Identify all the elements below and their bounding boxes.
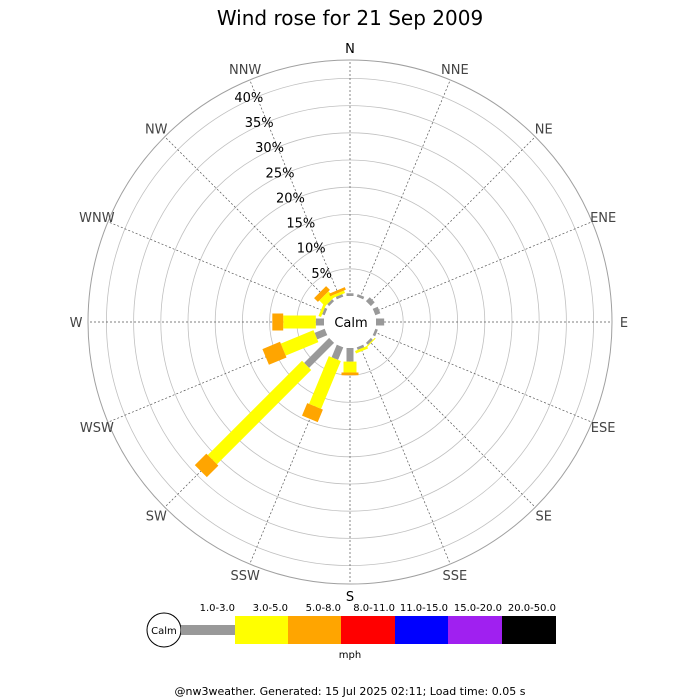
bar-nw-3.0-5.0: [319, 291, 335, 307]
bar-wsw-3.0-5.0: [280, 330, 319, 356]
grid-ring: [160, 132, 540, 512]
wind-bars: [194, 286, 385, 478]
bar-sw-3.0-5.0: [207, 360, 312, 465]
radial-tick-label: 30%: [255, 141, 284, 156]
spoke-nne: [359, 79, 451, 299]
direction-label-n: N: [345, 42, 355, 57]
legend-swatch-11.0-15.0: [395, 616, 448, 644]
spoke-ssw: [249, 345, 341, 565]
bar-nnw-5.0-8.0: [329, 287, 346, 297]
bar-sse-3.0-5.0: [354, 346, 369, 354]
spoke-ne: [368, 136, 536, 304]
calm-indicator: Calm: [324, 296, 376, 348]
direction-label-nnw: NNW: [229, 63, 261, 78]
direction-label-sse: SSE: [442, 569, 467, 584]
legend-swatch-1.0-3.0: [181, 625, 235, 635]
direction-label-ne: NE: [535, 122, 553, 137]
bar-wnw-1.0-3.0: [322, 307, 328, 316]
direction-label-nw: NW: [145, 122, 168, 137]
spoke-nw: [164, 136, 332, 304]
legend-swatch-15.0-20.0: [448, 616, 502, 644]
direction-label-ese: ESE: [591, 421, 616, 436]
grid-outer-ring: [87, 59, 613, 585]
calm-circle: [324, 296, 376, 348]
legend-swatch-3.0-5.0: [235, 616, 288, 644]
bar-ese-1.0-3.0: [372, 328, 378, 337]
direction-label-w: W: [70, 316, 83, 331]
direction-label-wsw: WSW: [80, 421, 114, 436]
bar-ssw-1.0-3.0: [331, 344, 344, 360]
spoke-nnw: [249, 79, 341, 299]
direction-label-ene: ENE: [590, 211, 616, 226]
bar-nnw-3.0-5.0: [331, 290, 346, 298]
spoke-ene: [373, 221, 593, 313]
radial-tick-label: 15%: [286, 217, 315, 232]
direction-label-wnw: WNW: [79, 211, 115, 226]
bar-nw-1.0-3.0: [327, 299, 335, 307]
radial-tick-labels: 5% 10% 15% 20% 25% 30% 35% 40%: [234, 91, 332, 282]
direction-labels: N NNE NE ENE E ESE SE SSE S SSW SW WSW W WNW NW NNW: [70, 42, 629, 605]
radial-tick-label: 40%: [234, 91, 263, 106]
legend-swatch-20.0-50.0: [502, 616, 556, 644]
legend-swatch-5.0-8.0: [288, 616, 341, 644]
bar-ssw-3.0-5.0: [309, 356, 341, 409]
calm-label: Calm: [334, 316, 367, 331]
bar-wsw-1.0-3.0: [314, 328, 328, 340]
legend-unit: mph: [339, 650, 361, 661]
direction-label-s: S: [346, 590, 354, 605]
bar-ene-1.0-3.0: [372, 306, 381, 316]
direction-label-e: E: [620, 316, 628, 331]
spoke-se: [368, 340, 536, 508]
legend-calm-label: Calm: [151, 626, 177, 637]
grid-ring: [133, 105, 567, 539]
bar-ne-1.0-3.0: [365, 297, 375, 307]
bar-se-3.0-5.0: [365, 337, 376, 348]
direction-label-ssw: SSW: [230, 569, 260, 584]
radial-tick-label: 25%: [266, 166, 295, 181]
grid-ring: [269, 241, 431, 403]
direction-label-nne: NNE: [441, 63, 469, 78]
spoke-ese: [373, 331, 593, 423]
radial-tick-label: 35%: [245, 116, 274, 131]
bar-se-1.0-3.0: [365, 337, 373, 345]
bar-ssw-5.0-8.0: [302, 403, 323, 423]
footer-text: @nw3weather. Generated: 15 Jul 2025 02:1…: [174, 685, 526, 698]
chart-title: Wind rose for 21 Sep 2009: [216, 6, 484, 30]
spoke-wsw: [107, 331, 327, 423]
direction-label-se: SE: [536, 510, 552, 525]
legend-swatch-8.0-11.0: [341, 616, 395, 644]
legend-bin-label: 5.0-8.0: [306, 603, 341, 614]
legend: Calm 1.0-3.0 3.0-5.0 5.0-8.0 8.0-11.0 11.0-1…: [146, 603, 556, 661]
bar-wsw-5.0-8.0: [262, 341, 287, 365]
bar-nw-5.0-8.0: [314, 286, 330, 302]
legend-bin-label: 1.0-3.0: [200, 603, 235, 614]
legend-bin-label: 20.0-50.0: [508, 603, 556, 614]
radial-tick-label: 10%: [297, 242, 326, 257]
legend-bin-label: 11.0-15.0: [400, 603, 448, 614]
legend-bin-label: 3.0-5.0: [253, 603, 288, 614]
spoke-sse: [359, 345, 451, 565]
bar-wnw-3.0-5.0: [318, 303, 326, 318]
legend-bins: 1.0-3.0 3.0-5.0 5.0-8.0 8.0-11.0 11.0-15.0 15…: [181, 603, 556, 644]
direction-label-sw: SW: [146, 510, 167, 525]
legend-bin-label: 8.0-11.0: [353, 603, 395, 614]
radial-tick-label: 20%: [276, 191, 305, 206]
bar-sw-1.0-3.0: [304, 337, 335, 368]
spoke-wnw: [107, 221, 327, 313]
bar-nnw-1.0-3.0: [335, 294, 344, 300]
bar-nne-1.0-3.0: [356, 294, 365, 300]
legend-bin-label: 15.0-20.0: [454, 603, 502, 614]
bar-sw-5.0-8.0: [194, 453, 219, 478]
bar-sse-1.0-3.0: [356, 344, 365, 350]
radial-tick-label: 5%: [311, 267, 332, 282]
